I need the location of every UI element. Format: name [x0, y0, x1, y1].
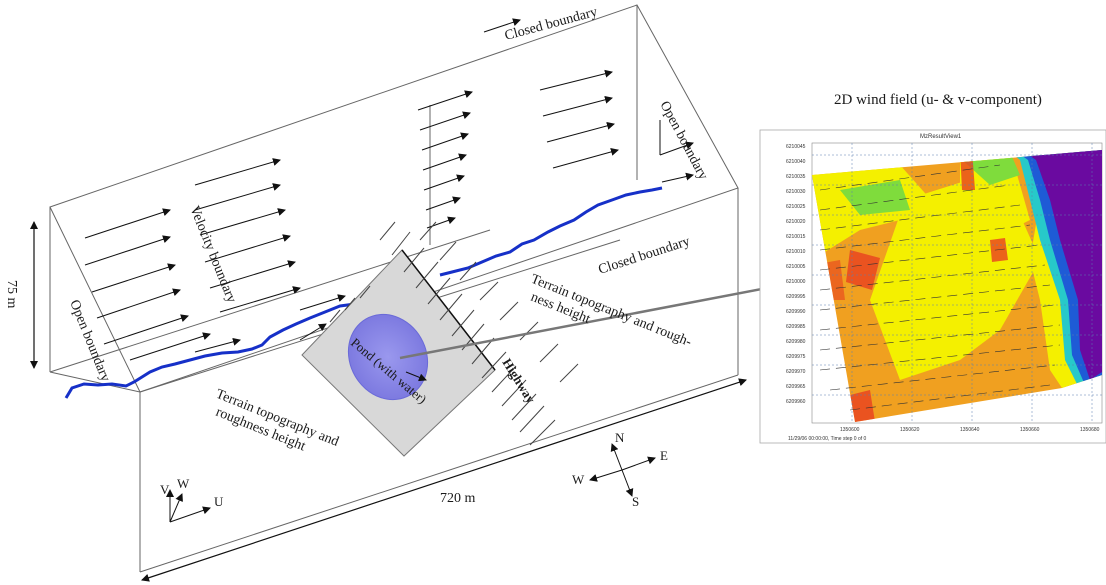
- length-dimension: [141, 378, 747, 582]
- w-axis-label: W: [177, 476, 190, 491]
- y-tick-label: 6209990: [786, 309, 806, 315]
- inset-leader-arrow: [399, 280, 790, 360]
- velocity-arrow: [96, 288, 181, 319]
- y-tick-labels: 6210045 6210040 6210035 6210030 6210025 …: [786, 144, 806, 405]
- closed-boundary-top-label: Closed boundary: [503, 5, 599, 44]
- profile-arrow: [425, 196, 461, 211]
- velocity-arrow: [204, 234, 291, 263]
- flow-arrow: [539, 69, 613, 91]
- profile-arrow: [421, 132, 469, 151]
- local-axes: [166, 489, 211, 523]
- velocity-arrow: [219, 286, 301, 313]
- velocity-arrow: [194, 183, 281, 211]
- profile-arrow: [426, 216, 456, 229]
- velocity-arrow: [103, 314, 189, 345]
- heatmap: [812, 150, 1102, 422]
- velocity-arrow: [299, 294, 346, 311]
- box-mid-ground-line: [49, 229, 491, 373]
- y-tick-label: 6210000: [786, 279, 806, 285]
- y-tick-label: 6210005: [786, 264, 806, 270]
- open-boundary-left-label: Open boundary: [66, 298, 112, 384]
- profile-arrows: [417, 18, 521, 229]
- velocity-arrow: [194, 337, 241, 353]
- compass-e-label: E: [660, 448, 668, 463]
- velocity-arrow: [129, 332, 211, 361]
- y-tick-label: 6210035: [786, 174, 806, 180]
- w-axis: [169, 493, 183, 523]
- flow-arrow: [552, 148, 619, 169]
- velocity-arrow: [91, 263, 176, 293]
- wind-field-inset: 2D wind field (u- & v-component) MzResul…: [759, 92, 1106, 444]
- y-tick-label: 6210010: [786, 249, 806, 255]
- profile-arrow: [422, 153, 467, 171]
- length-dimension-label: 720 m: [440, 491, 476, 506]
- y-tick-label: 6210025: [786, 204, 806, 210]
- profile-arrow: [483, 18, 521, 33]
- x-tick-labels: 1350600 1350620 1350640 1350660 1350680: [840, 427, 1100, 433]
- u-axis-label: U: [214, 494, 224, 509]
- profile-arrow: [423, 174, 465, 191]
- velocity-arrow: [84, 235, 171, 266]
- box-bottom-back-edge: [49, 371, 141, 393]
- inset-footer: 11/29/06 00:00:00, Time step 0 of 0: [788, 436, 867, 442]
- y-tick-label: 6209980: [786, 339, 806, 345]
- v-axis-label: V: [160, 482, 170, 497]
- x-tick-label: 1350600: [840, 427, 860, 433]
- compass-n-label: N: [615, 430, 625, 445]
- height-dimension-label: 75 m: [4, 280, 19, 309]
- profile-arrow: [419, 111, 471, 131]
- x-tick-label: 1350680: [1080, 427, 1100, 433]
- wind-vectors: [819, 164, 1061, 411]
- velocity-arrow: [209, 260, 296, 289]
- inset-plot-title: MzResultView1: [920, 134, 962, 140]
- highway-label: Highway: [499, 356, 538, 407]
- y-tick-label: 6209975: [786, 354, 806, 360]
- closed-boundary-arrows: [539, 69, 619, 169]
- x-tick-label: 1350640: [960, 427, 980, 433]
- compass-w-label: W: [572, 472, 585, 487]
- flow-arrow: [546, 121, 615, 143]
- velocity-arrow: [199, 208, 286, 236]
- open-boundary-arrows: [659, 120, 694, 183]
- y-tick-label: 6210030: [786, 189, 806, 195]
- velocity-arrow: [194, 158, 281, 186]
- compass: [589, 443, 656, 497]
- y-tick-label: 6209985: [786, 324, 806, 330]
- compass-s-label: S: [632, 494, 639, 509]
- y-tick-label: 6210020: [786, 219, 806, 225]
- profile-arrow: [417, 90, 473, 111]
- u-axis: [169, 506, 211, 523]
- velocity-arrows: [84, 158, 346, 361]
- closed-boundary-right-label: Closed boundary: [597, 234, 692, 278]
- y-tick-label: 6209965: [786, 384, 806, 390]
- open-boundary-right-label: Open boundary: [656, 99, 710, 183]
- flow-arrow: [542, 95, 613, 117]
- y-tick-label: 6210015: [786, 234, 806, 240]
- river: [64, 186, 663, 399]
- y-tick-label: 6210045: [786, 144, 806, 150]
- y-tick-label: 6209995: [786, 294, 806, 300]
- y-tick-label: 6209970: [786, 369, 806, 375]
- inset-title: 2D wind field (u- & v-component): [834, 92, 1042, 108]
- y-tick-label: 6210040: [786, 159, 806, 165]
- x-tick-label: 1350620: [900, 427, 920, 433]
- x-tick-label: 1350660: [1020, 427, 1040, 433]
- velocity-arrow: [84, 208, 171, 239]
- y-tick-label: 6209960: [786, 399, 806, 405]
